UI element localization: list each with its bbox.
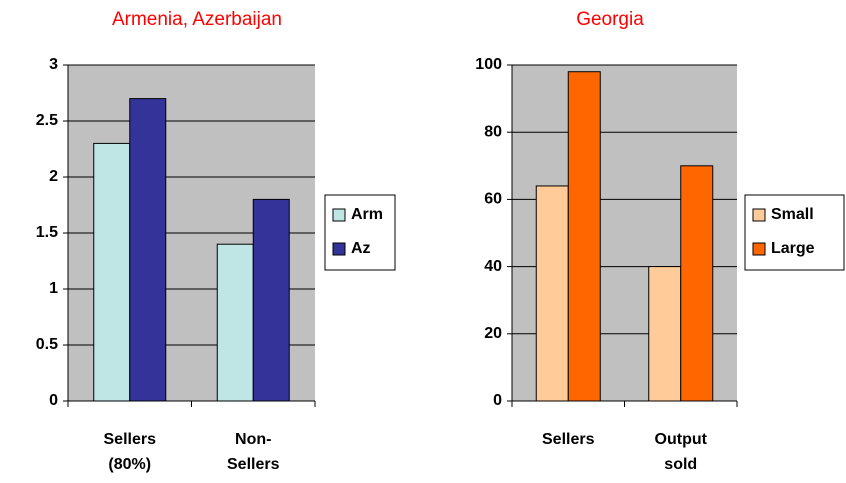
bar: [129, 98, 167, 402]
bar: [252, 198, 290, 402]
x-tick-label: Output: [655, 431, 708, 448]
legend-label: Arm: [351, 206, 383, 223]
bar: [648, 266, 682, 402]
y-tick-label: 2: [49, 168, 58, 185]
y-tick-label: 40: [484, 258, 502, 275]
x-tick-label: Sellers: [542, 431, 595, 448]
y-tick-label: 80: [484, 123, 502, 140]
chart-title: Armenia, Azerbaijan: [112, 9, 282, 30]
x-tick-label: Non-: [235, 431, 271, 448]
y-tick-label: 1: [49, 280, 58, 297]
y-tick-label: 0: [493, 392, 502, 409]
bar: [567, 71, 601, 402]
y-tick-label: 20: [484, 325, 502, 342]
x-tick-label: Sellers: [227, 456, 280, 473]
x-tick-label: sold: [664, 456, 697, 473]
legend-swatch: [332, 208, 346, 222]
legend-swatch: [752, 208, 766, 222]
bar: [93, 142, 131, 402]
y-tick-label: 2.5: [36, 112, 58, 129]
legend-label: Az: [351, 240, 371, 257]
x-tick-label: Sellers: [104, 431, 157, 448]
chart-title: Georgia: [576, 9, 644, 30]
legend-label: Large: [771, 240, 815, 257]
legend-box: [744, 194, 845, 271]
legend-label: Small: [771, 206, 814, 223]
legend-box: [324, 194, 396, 271]
bar: [216, 243, 254, 402]
legend-swatch: [332, 242, 346, 256]
bar: [535, 185, 569, 402]
y-tick-label: 0.5: [36, 336, 58, 353]
legend-swatch: [752, 242, 766, 256]
y-tick-label: 0: [49, 392, 58, 409]
y-tick-label: 1.5: [36, 224, 58, 241]
y-tick-label: 100: [475, 56, 502, 73]
y-tick-label: 60: [484, 191, 502, 208]
x-tick-label: (80%): [108, 456, 151, 473]
y-tick-label: 3: [49, 56, 58, 73]
bar: [680, 165, 714, 402]
